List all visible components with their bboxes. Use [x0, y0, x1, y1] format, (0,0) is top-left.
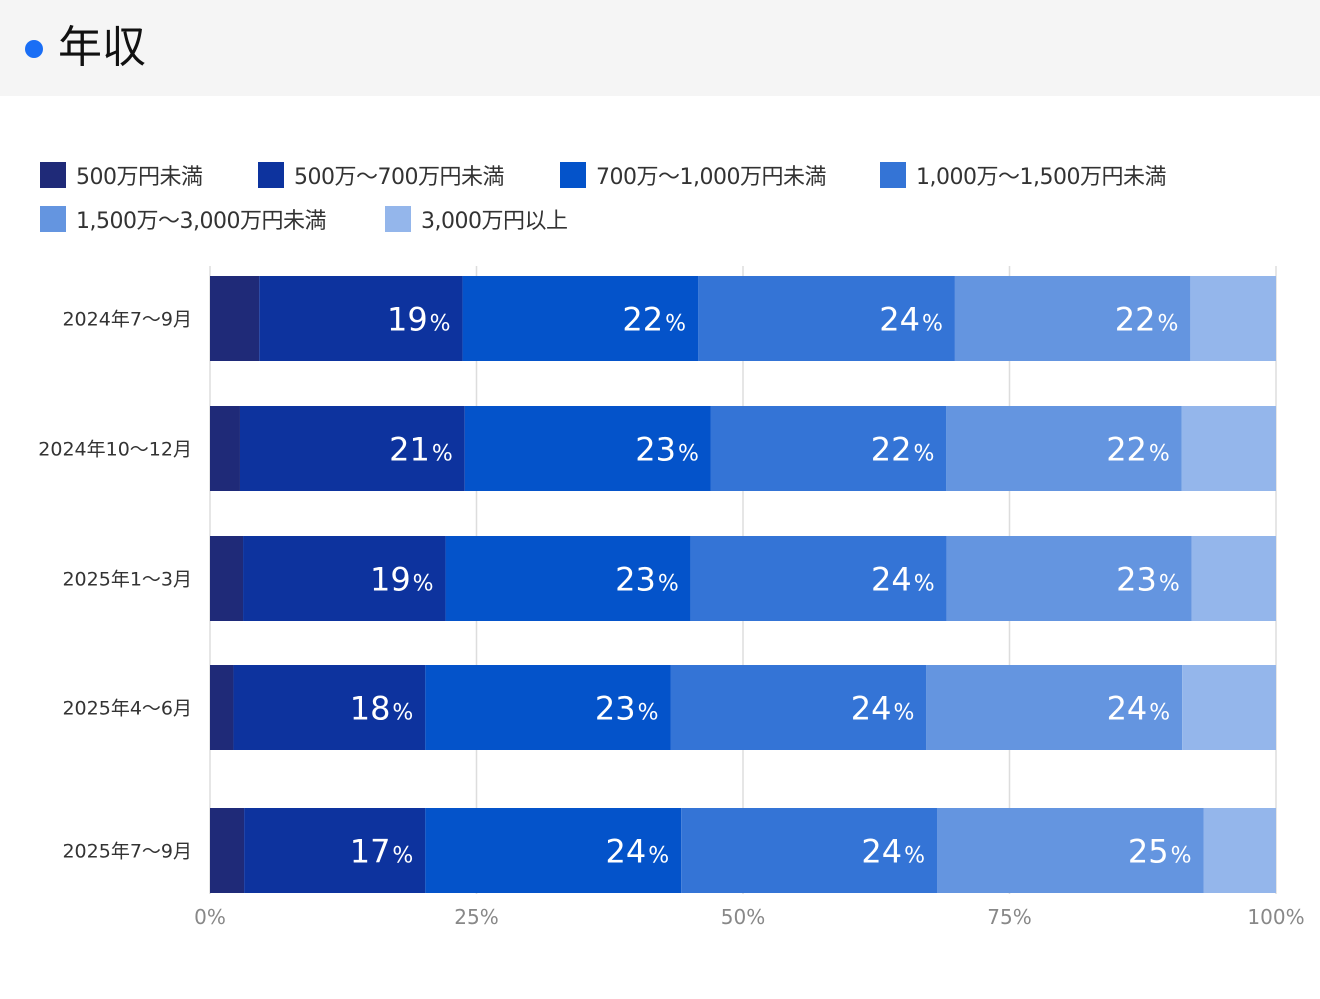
category-label: 2025年7〜9月 [62, 841, 192, 863]
legend-swatch [880, 162, 906, 188]
bar-segment [244, 808, 426, 893]
page-header: 年収 [0, 0, 1320, 96]
data-label: 18% [350, 690, 414, 728]
data-label: 19% [370, 561, 434, 599]
bar-segment [210, 808, 245, 893]
legend-item: 500万円未満 [40, 160, 203, 190]
bar-segment [1191, 536, 1276, 621]
data-label: 24% [879, 301, 943, 339]
stacked-bar-chart: 0% 25% 50% 75% 100% 19% 22% 24% 22% 2024年7〜9月 21% 2… [38, 266, 1305, 929]
legend-swatch [385, 206, 411, 232]
bar-segment [210, 276, 260, 361]
x-tick-label: 100% [1247, 905, 1304, 929]
category-label: 2024年10〜12月 [38, 439, 192, 461]
legend-label: 700万〜1,000万円未満 [596, 165, 826, 190]
data-label: 19% [387, 301, 451, 339]
legend-label: 500万円未満 [76, 165, 203, 190]
data-label: 22% [871, 431, 935, 469]
bar-segment [1190, 276, 1276, 361]
bar-segment [210, 536, 244, 621]
data-label: 23% [1116, 561, 1180, 599]
bar-segment [1182, 665, 1276, 750]
data-label: 22% [1115, 301, 1179, 339]
page-title: 年収 [58, 22, 146, 73]
bar-segment [1181, 406, 1276, 491]
legend-swatch [560, 162, 586, 188]
bar-segment [1203, 808, 1276, 893]
bar-segment [698, 276, 955, 361]
legend-item: 500万〜700万円未満 [258, 160, 504, 190]
legend-item: 3,000万円以上 [385, 204, 568, 234]
x-tick-label: 25% [454, 905, 498, 929]
bar-segment [239, 406, 465, 491]
bar-segment [954, 276, 1191, 361]
data-label: 23% [595, 690, 659, 728]
data-label: 24% [606, 833, 670, 871]
data-label: 23% [635, 431, 699, 469]
data-label: 22% [1106, 431, 1170, 469]
bar-segment [462, 276, 699, 361]
data-label: 24% [851, 690, 915, 728]
bar-segment [259, 276, 463, 361]
legend-item: 1,000万〜1,500万円未満 [880, 160, 1166, 190]
data-label: 17% [350, 833, 414, 871]
data-label: 23% [615, 561, 679, 599]
legend-swatch [40, 206, 66, 232]
bar-segment [445, 536, 691, 621]
bar-segment [681, 808, 938, 893]
bar-segment [926, 665, 1183, 750]
bar-segment [946, 536, 1192, 621]
category-label: 2025年4〜6月 [62, 698, 192, 720]
data-label: 25% [1128, 833, 1192, 871]
legend-label: 3,000万円以上 [421, 209, 568, 234]
bar-segment [690, 536, 947, 621]
legend-swatch [258, 162, 284, 188]
data-label: 21% [389, 431, 453, 469]
bar-segment [243, 536, 446, 621]
x-tick-label: 50% [721, 905, 765, 929]
bar-segment [210, 406, 240, 491]
category-label: 2024年7〜9月 [62, 309, 192, 331]
bar-segment [233, 665, 426, 750]
bar-segment [464, 406, 711, 491]
data-label: 24% [1107, 690, 1171, 728]
legend-item: 700万〜1,000万円未満 [560, 160, 826, 190]
legend-label: 1,000万〜1,500万円未満 [916, 165, 1166, 190]
legend-label: 1,500万〜3,000万円未満 [76, 209, 326, 234]
bar-segment [210, 665, 234, 750]
bar-segment [946, 406, 1182, 491]
bar-segment [670, 665, 927, 750]
title-dot-icon [25, 40, 43, 58]
legend-swatch [40, 162, 66, 188]
bar-segment [425, 808, 682, 893]
legend-item: 1,500万〜3,000万円未満 [40, 204, 326, 234]
bar-segment [710, 406, 947, 491]
data-label: 22% [622, 301, 686, 339]
data-label: 24% [861, 833, 925, 871]
category-label: 2025年1〜3月 [62, 569, 192, 591]
legend-label: 500万〜700万円未満 [294, 165, 504, 190]
data-label: 24% [871, 561, 935, 599]
x-tick-label: 75% [987, 905, 1031, 929]
bar-segment [425, 665, 671, 750]
bar-segment [937, 808, 1204, 893]
x-tick-label: 0% [194, 905, 226, 929]
